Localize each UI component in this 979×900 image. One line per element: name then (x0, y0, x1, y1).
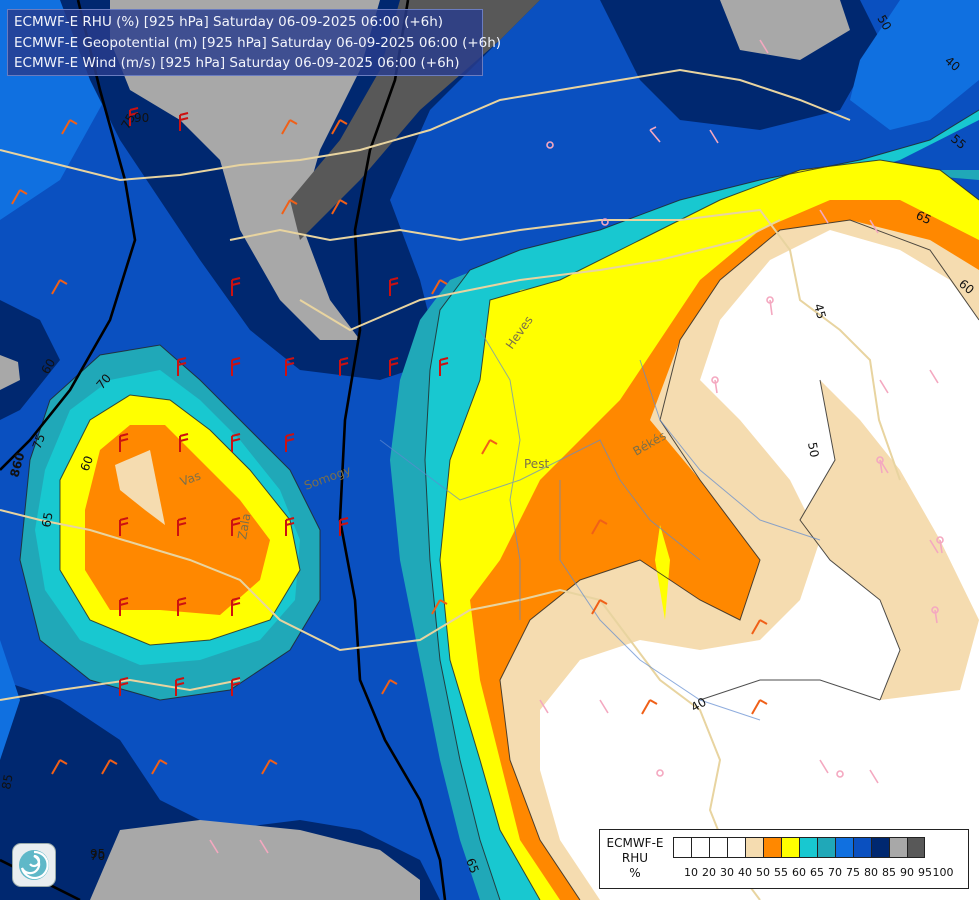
contour-label: 65 (39, 511, 55, 528)
contour-label: 60 (78, 454, 96, 473)
rh-band-95 (720, 0, 850, 60)
legend-swatch (907, 837, 925, 858)
legend-tick-label: 40 (738, 866, 752, 879)
legend-tick-label: 80 (864, 866, 878, 879)
legend-tick-label: 85 (882, 866, 896, 879)
place-label: Vas (178, 469, 202, 489)
legend-swatch (763, 837, 781, 858)
legend-tick-label: 30 (720, 866, 734, 879)
title-line-wind: ECMWF-E Wind (m/s) [925 hPa] Saturday 06… (14, 55, 460, 71)
rh-band-90 (0, 300, 60, 420)
rh-band-100 (290, 0, 540, 240)
legend-swatch (799, 837, 817, 858)
rh-band-55 (115, 450, 165, 525)
title-line-geopotential: ECMWF-E Geopotential (m) [925 hPa] Satur… (14, 34, 502, 51)
legend-swatch (871, 837, 889, 858)
contour-label: 75 (118, 111, 138, 131)
legend-title-model: ECMWF-E (606, 836, 664, 850)
legend-tick-label: 60 (792, 866, 806, 879)
country-borders (0, 68, 901, 900)
legend-tick-label: 10 (684, 866, 698, 879)
rh-band-55 (800, 380, 979, 700)
legend-tick-label: 55 (774, 866, 788, 879)
rh-band-80 (0, 640, 20, 760)
legend-tick-label: 65 (810, 866, 824, 879)
rh-band-70 (425, 0, 979, 900)
legend-swatch (781, 837, 799, 858)
wind-barbs-moderate (11, 119, 768, 775)
rhu-legend: ECMWF-E RHU % 10 20 30 40 50 55 60 65 70 75 80 85 90… (599, 829, 969, 889)
wind-barbs-light (209, 39, 944, 854)
rh-band-95 (90, 820, 420, 900)
legend-swatch (691, 837, 709, 858)
rh-band-50 (540, 230, 979, 900)
contour-label: 45 (811, 302, 828, 320)
legend-swatch (853, 837, 871, 858)
contour-label: 85 (0, 773, 16, 790)
rh-band-65 (655, 525, 670, 620)
contour-label: 75 (30, 432, 48, 451)
legend-swatch (817, 837, 835, 858)
legend-swatch (709, 837, 727, 858)
contour-label: 90 (134, 111, 149, 125)
legend-swatches (673, 837, 925, 858)
contour-label: 40 (689, 695, 709, 715)
rh-contours (19, 109, 979, 900)
ecmwf-logo-icon (12, 843, 56, 887)
geopotential-label: 860 (7, 451, 27, 479)
rh-band-95 (110, 0, 380, 340)
contour-label: 95 (90, 847, 105, 861)
contour-label: 50 (874, 13, 894, 33)
legend-swatch (745, 837, 763, 858)
legend-tick-label: 75 (846, 866, 860, 879)
legend-swatch (727, 837, 745, 858)
wind-barbs-strong (119, 107, 449, 696)
rh-band-65 (500, 285, 640, 460)
rh-band-80 (850, 0, 979, 130)
contour-label: 70 (90, 849, 105, 863)
legend-tick-label: 100 (932, 866, 954, 879)
place-label: Pest (524, 457, 549, 471)
legend-ticks: 10 20 30 40 50 55 60 65 70 75 80 85 90 95 100 (673, 866, 961, 880)
rh-band-95 (0, 355, 20, 390)
legend-tick-label: 20 (702, 866, 716, 879)
legend-tick-label: 50 (756, 866, 770, 879)
legend-swatch (673, 837, 691, 858)
legend-tick-label: 90 (900, 866, 914, 879)
legend-tick-label: 70 (828, 866, 842, 879)
legend-title-unit: % (629, 866, 641, 880)
place-label: Zala (235, 512, 253, 540)
legend-swatch (889, 837, 907, 858)
contour-label: 50 (805, 441, 821, 458)
rivers (379, 329, 821, 721)
legend-swatch (835, 837, 853, 858)
legend-tick-label: 95 (918, 866, 932, 879)
title-line-rhu: ECMWF-E RHU (%) [925 hPa] Saturday 06-09… (14, 14, 444, 30)
contour-label: 65 (463, 856, 481, 875)
contour-label: 60 (38, 356, 58, 376)
legend-title-variable: RHU (621, 851, 649, 865)
legend-title: ECMWF-E RHU % (600, 836, 670, 881)
map-title-box: ECMWF-E RHU (%) [925 hPa] Saturday 06-09… (7, 9, 502, 76)
contour-label: 65 (914, 208, 934, 227)
